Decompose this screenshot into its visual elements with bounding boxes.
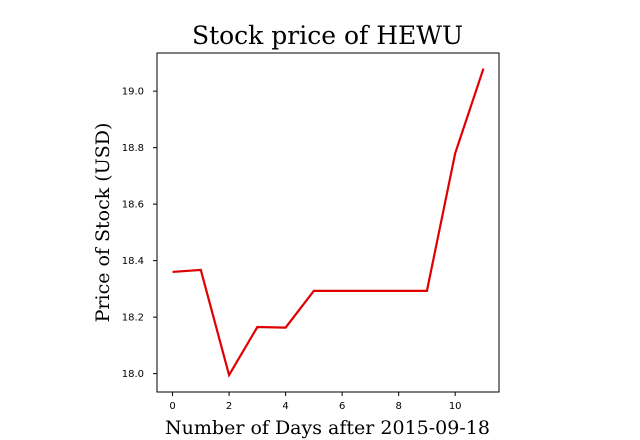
y-tick-label: 18.4 xyxy=(122,256,144,267)
x-axis: 0 2 4 6 8 10 xyxy=(169,392,462,412)
y-tick-label: 18.6 xyxy=(122,200,144,211)
price-series-line xyxy=(172,68,485,378)
y-tick-label: 19.0 xyxy=(122,87,144,98)
x-tick-label: 10 xyxy=(449,401,462,412)
chart-title: Stock price of HEWU xyxy=(192,21,463,50)
x-axis-label: Number of Days after 2015-09-18 xyxy=(165,417,490,439)
y-axis-label: Price of Stock (USD) xyxy=(92,123,114,323)
x-tick-label: 8 xyxy=(395,401,401,412)
x-tick-label: 4 xyxy=(282,401,288,412)
x-tick-label: 2 xyxy=(226,401,232,412)
y-tick-label: 18.2 xyxy=(122,313,144,324)
y-tick-label: 18.8 xyxy=(122,143,144,154)
y-axis: 18.0 18.2 18.4 18.6 18.8 19.0 xyxy=(122,87,157,380)
y-tick-label: 18.0 xyxy=(122,369,144,380)
x-tick-label: 6 xyxy=(339,401,345,412)
x-tick-label: 0 xyxy=(169,401,175,412)
series-layer xyxy=(172,68,485,378)
plot-frame xyxy=(156,52,500,393)
